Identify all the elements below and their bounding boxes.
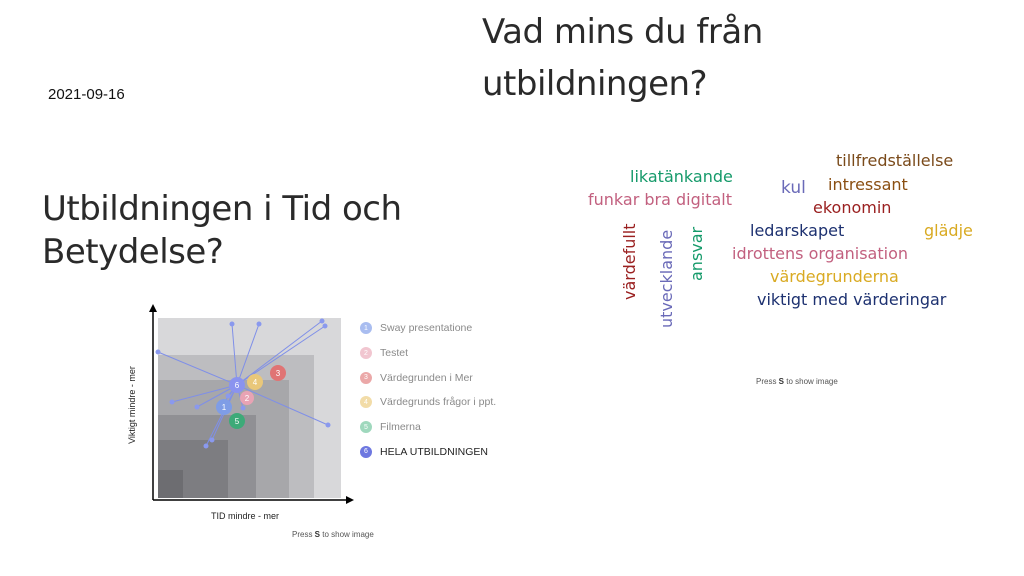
word-idrottens-organisation: idrottens organisation: [732, 244, 908, 263]
chart-region-1: [158, 470, 183, 498]
chart-marker-2: 2: [240, 391, 254, 405]
svg-text:6: 6: [235, 381, 240, 390]
x-axis-arrow: [346, 496, 354, 504]
chart-marker-3: 3: [270, 365, 286, 381]
legend-label-6: HELA UTBILDNINGEN: [380, 445, 488, 458]
date-label: 2021-09-16: [48, 86, 125, 103]
word-kul: kul: [781, 178, 806, 198]
legend-item-5[interactable]: 5 Filmerna: [360, 415, 496, 440]
word-likatankande: likatänkande: [630, 167, 733, 186]
word-utvecklande: utvecklande: [657, 229, 676, 328]
y-axis-label: Viktigt mindre - mer: [127, 366, 137, 444]
legend-item-2[interactable]: 2 Testet: [360, 341, 496, 366]
word-vardegrunderna: värdegrunderna: [770, 267, 899, 286]
right-slide-title: Vad mins du från utbildningen?: [482, 12, 763, 104]
legend-label-2: Testet: [380, 347, 409, 360]
legend-label-1: Sway presentatione: [380, 322, 473, 335]
legend-label-3: Värdegrunden i Mer: [380, 371, 473, 384]
chart-marker-1: 1: [216, 399, 232, 415]
response-points: [155, 318, 331, 449]
svg-text:1: 1: [222, 403, 227, 412]
legend-dot-6: 6: [360, 445, 372, 458]
word-ekonomin: ekonomin: [813, 198, 892, 217]
press-hint-right: Press S to show image: [756, 377, 838, 386]
y-axis-arrow: [149, 304, 157, 312]
legend-item-1[interactable]: 1 Sway presentatione: [360, 316, 496, 341]
word-vardefullt: värdefullt: [620, 223, 639, 300]
svg-text:4: 4: [253, 378, 258, 387]
svg-text:2: 2: [245, 394, 250, 403]
time-importance-chart: 3 4 2 5 1 6 TID mindre - mer Viktigt min…: [127, 304, 354, 521]
legend-item-6[interactable]: 6 HELA UTBILDNINGEN: [360, 439, 496, 464]
chart-marker-6: 6: [229, 377, 245, 393]
legend-label-5: Filmerna: [380, 421, 421, 434]
word-funkar-bra-digitalt: funkar bra digitalt: [588, 190, 732, 209]
word-gladje: glädje: [924, 221, 973, 240]
legend-dot-5: 5: [360, 421, 372, 434]
svg-text:5: 5: [235, 417, 240, 426]
word-ansvar: ansvar: [687, 226, 706, 281]
x-axis-label: TID mindre - mer: [211, 511, 279, 521]
legend-dot-4: 4: [360, 396, 372, 409]
word-tillfredstallelse: tillfredställelse: [836, 151, 954, 170]
legend-item-3[interactable]: 3 Värdegrunden i Mer: [360, 365, 496, 390]
legend-dot-2: 2: [360, 347, 372, 360]
legend-item-4[interactable]: 4 Värdegrunds frågor i ppt.: [360, 390, 496, 415]
chart-marker-4: 4: [247, 374, 263, 390]
word-ledarskapet: ledarskapet: [750, 221, 845, 240]
word-intressant: intressant: [828, 175, 908, 194]
legend-dot-3: 3: [360, 371, 372, 384]
legend-label-4: Värdegrunds frågor i ppt.: [380, 396, 497, 409]
chart-marker-5: 5: [229, 413, 245, 429]
press-hint-left: Press S to show image: [292, 530, 374, 539]
chart-legend: 1 Sway presentatione 2 Testet 3 Värdegru…: [360, 316, 496, 464]
legend-dot-1: 1: [360, 322, 372, 335]
word-viktigt-med-varderingar: viktigt med värderingar: [757, 290, 947, 309]
left-slide-title: Utbildningen i Tid och Betydelse?: [42, 189, 402, 272]
svg-text:3: 3: [276, 369, 281, 378]
